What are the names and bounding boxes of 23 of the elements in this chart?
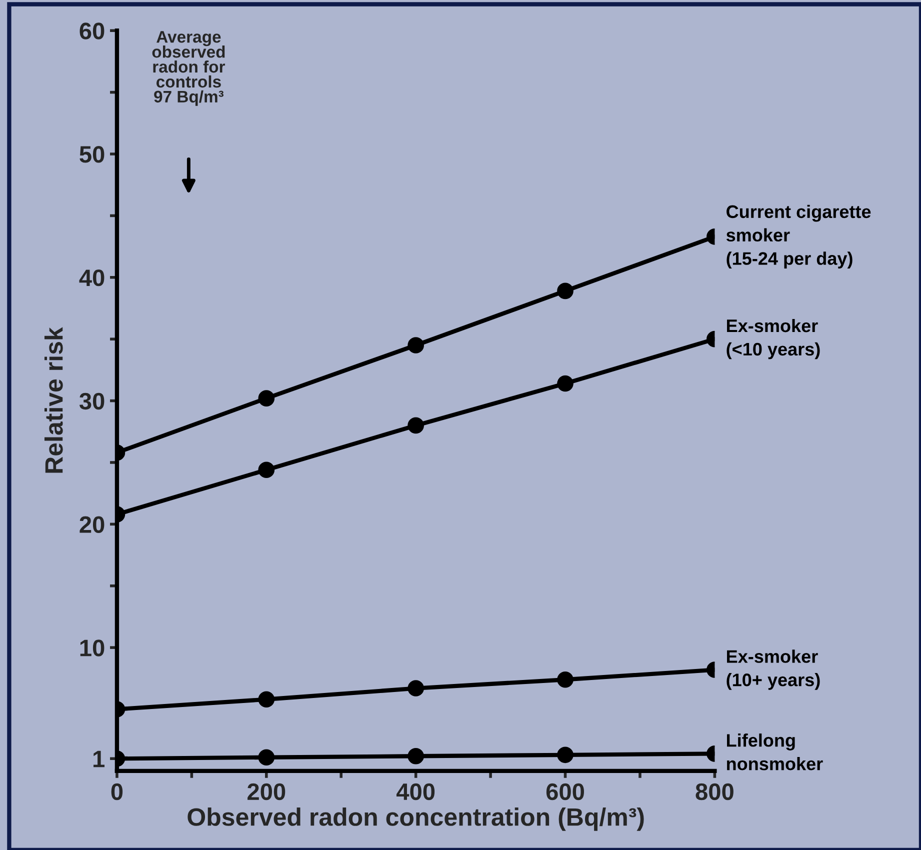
- x-tick-label: 400: [396, 783, 435, 800]
- point: [408, 337, 424, 354]
- series-label: Current cigarette smoker (15-24 per day): [726, 204, 871, 268]
- y-tick-label: 50: [80, 146, 104, 163]
- x-tick-label: 0: [111, 783, 123, 800]
- series-label: Ex-smoker (<10 years): [726, 318, 820, 360]
- x-tick-label: 800: [696, 783, 734, 800]
- x-tick-label: 600: [546, 783, 584, 800]
- series-label: Lifelong nonsmoker: [727, 734, 823, 770]
- y-tick-label: 1: [94, 750, 105, 768]
- point: [408, 417, 424, 434]
- point: [408, 680, 424, 696]
- y-tick-label: 30: [79, 392, 104, 410]
- x-axis-title: Observed radon concentration (Bq/m³): [188, 808, 644, 831]
- x-tick-label: 200: [248, 783, 286, 800]
- y-tick-label: 60: [80, 22, 104, 40]
- y-axis-title: Relative risk: [44, 327, 63, 473]
- y-tick-label: 10: [80, 640, 104, 656]
- annotation: Average observed radon for controls 97 Bq/m³: [152, 31, 226, 106]
- y-tick-label: 40: [79, 269, 104, 286]
- point: [408, 748, 424, 764]
- y-tick-label: 20: [80, 516, 104, 533]
- series-label: Ex-smoker (10+ years): [726, 650, 820, 690]
